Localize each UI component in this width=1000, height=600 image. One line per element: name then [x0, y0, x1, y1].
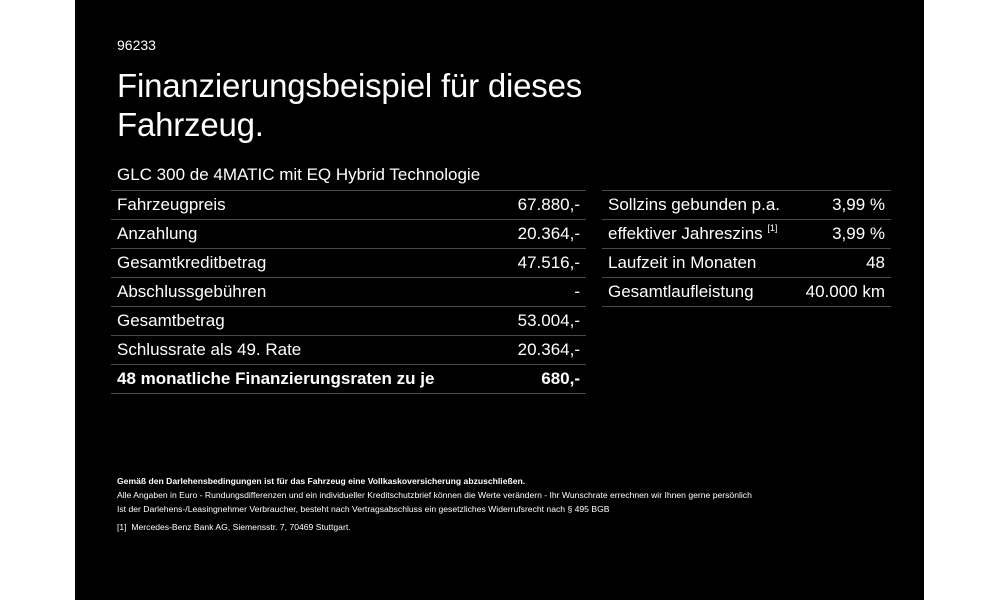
row-value: 67.880,-	[498, 190, 586, 220]
row-label: Sollzins gebunden p.a.	[602, 190, 796, 220]
row-label: Anzahlung	[111, 219, 499, 249]
table-row: Gesamtbetrag 53.004,-	[111, 306, 586, 336]
row-value: 20.364,-	[498, 335, 586, 365]
footnote: [1] Mercedes-Benz Bank AG, Siemensstr. 7…	[117, 520, 887, 534]
row-label: Fahrzeugpreis	[111, 190, 499, 220]
footnote-text: Mercedes-Benz Bank AG, Siemensstr. 7, 70…	[131, 522, 351, 532]
table-row: Sollzins gebunden p.a. 3,99 %	[602, 190, 891, 220]
row-label: Gesamtbetrag	[111, 306, 499, 336]
model-name: GLC 300 de 4MATIC mit EQ Hybrid Technolo…	[117, 165, 481, 184]
table-row: Laufzeit in Monaten 48	[602, 248, 891, 278]
row-value: 53.004,-	[498, 306, 586, 336]
footnote-marker: [1]	[117, 522, 127, 532]
fine-print: Gemäß den Darlehensbedingungen ist für d…	[117, 474, 887, 534]
finance-table: Fahrzeugpreis 67.880,- Anzahlung 20.364,…	[111, 190, 586, 394]
reference-number: 96233	[117, 37, 156, 53]
row-value: -	[498, 277, 586, 307]
row-label: effektiver Jahreszins [1]	[602, 219, 796, 249]
table-row: Anzahlung 20.364,-	[111, 219, 586, 249]
table-row: Schlussrate als 49. Rate 20.364,-	[111, 335, 586, 365]
table-row: Gesamtlaufleistung 40.000 km	[602, 277, 891, 307]
row-value: 3,99 %	[795, 219, 891, 249]
row-label: Schlussrate als 49. Rate	[111, 335, 499, 365]
row-value: 20.364,-	[498, 219, 586, 249]
terms-table: Sollzins gebunden p.a. 3,99 % effektiver…	[602, 190, 891, 307]
withdrawal-note: Ist der Darlehens-/Leasingnehmer Verbrau…	[117, 504, 610, 514]
footnote-marker: [1]	[767, 223, 778, 234]
row-label: Laufzeit in Monaten	[602, 248, 796, 278]
row-label: Gesamtkreditbetrag	[111, 248, 499, 278]
table-row: Gesamtkreditbetrag 47.516,-	[111, 248, 586, 278]
table-row: Fahrzeugpreis 67.880,-	[111, 190, 586, 220]
disclaimer-line: Alle Angaben in Euro - Rundungsdifferenz…	[117, 490, 752, 500]
row-value: 48	[795, 248, 891, 278]
row-label: Gesamtlaufleistung	[602, 277, 796, 307]
row-value: 680,-	[498, 364, 586, 394]
label-text: effektiver Jahreszins	[608, 224, 763, 243]
table-row: Abschlussgebühren -	[111, 277, 586, 307]
monthly-rate-row: 48 monatliche Finanzierungsraten zu je 6…	[111, 364, 586, 394]
row-value: 47.516,-	[498, 248, 586, 278]
table-row: effektiver Jahreszins [1] 3,99 %	[602, 219, 891, 249]
row-value: 40.000 km	[795, 277, 891, 307]
finance-panel: 96233 Finanzierungsbeispiel für dieses F…	[75, 0, 924, 600]
row-label: 48 monatliche Finanzierungsraten zu je	[111, 364, 499, 394]
row-value: 3,99 %	[795, 190, 891, 220]
insurance-note: Gemäß den Darlehensbedingungen ist für d…	[117, 476, 526, 486]
page-title: Finanzierungsbeispiel für dieses Fahrzeu…	[117, 67, 583, 143]
row-label: Abschlussgebühren	[111, 277, 499, 307]
